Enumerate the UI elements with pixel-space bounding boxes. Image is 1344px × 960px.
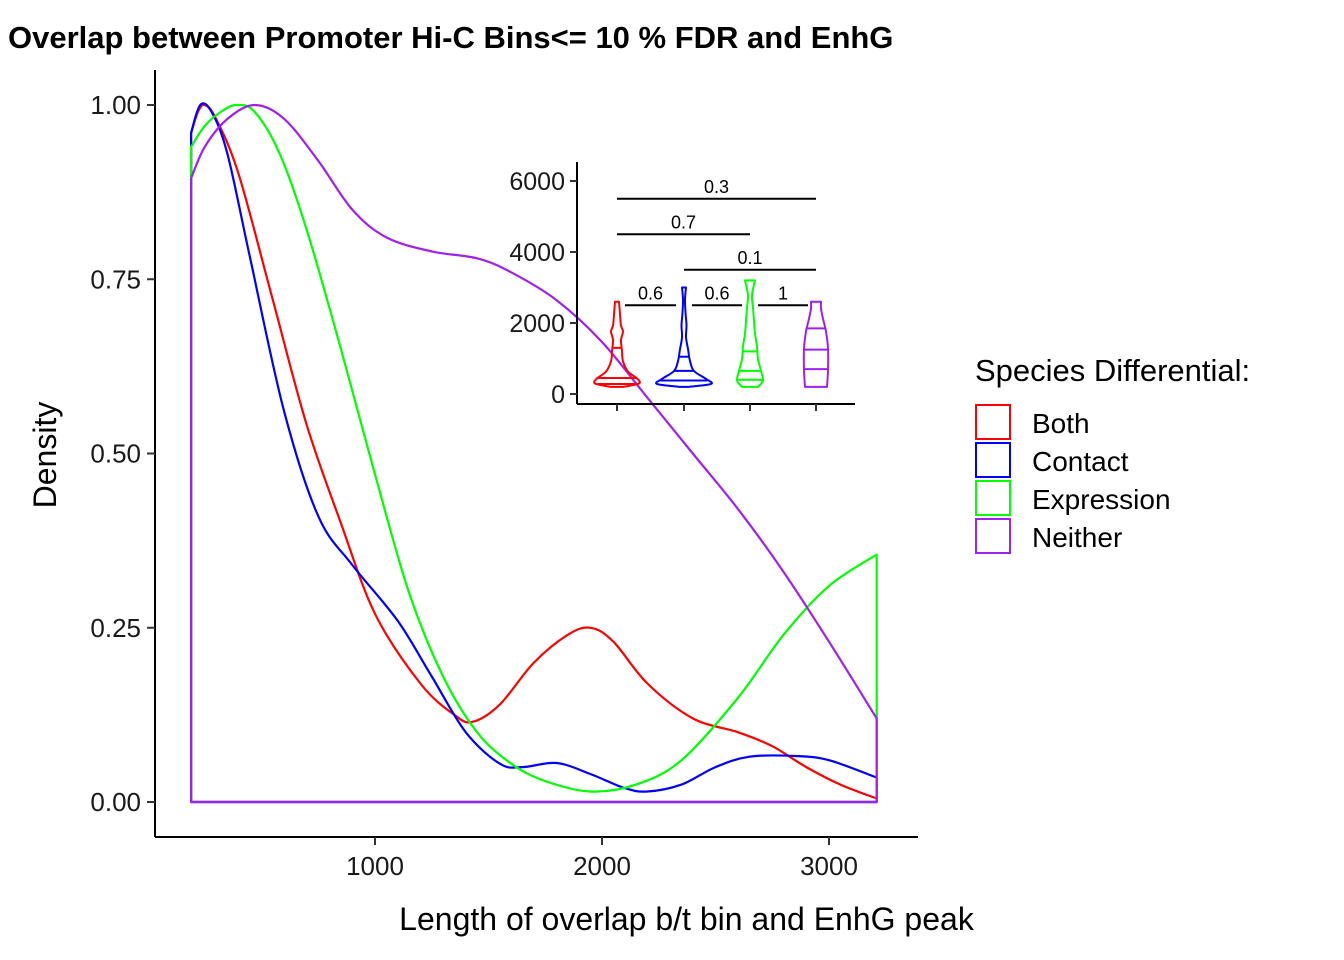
legend-key — [975, 480, 1011, 516]
x-tick-label: 1000 — [346, 851, 404, 881]
violin-expression — [735, 279, 765, 388]
inset-y-tick-label: 4000 — [509, 239, 565, 267]
main-plot: 1000 2000 3000 0.00 0.25 0.50 0.75 1.00 Length o… — [27, 70, 975, 937]
violin-neither — [802, 300, 830, 388]
inset-y-tick-label: 2000 — [509, 310, 565, 338]
y-tick-label: 1.00 — [90, 90, 141, 120]
legend-title: Species Differential: — [975, 353, 1250, 388]
comparison-p-value: 0.7 — [671, 212, 696, 232]
inset-violin-plot: 0 2000 4000 6000 0.3 0.7 0.1 0.6 0.6 1 — [509, 162, 855, 411]
violin-contact — [655, 286, 713, 388]
comparison-p-value: 0.1 — [737, 248, 762, 268]
x-tick-label: 3000 — [800, 851, 858, 881]
legend: Species Differential: Both Contact Expressi… — [975, 353, 1250, 554]
legend-key — [975, 518, 1011, 554]
comparison-p-value: 0.3 — [704, 177, 729, 197]
y-tick-label: 0.25 — [90, 613, 141, 643]
y-tick-label: 0.00 — [90, 787, 141, 817]
inset-y-tick-label: 0 — [551, 381, 565, 409]
chart-title: Overlap between Promoter Hi-C Bins<= 10 … — [8, 20, 893, 55]
violin-both — [593, 300, 641, 388]
density-curve-both — [190, 103, 878, 804]
y-tick-label: 0.75 — [90, 264, 141, 294]
density-curve-contact — [190, 102, 878, 804]
y-axis-title: Density — [27, 402, 63, 509]
y-tick-label: 0.50 — [90, 439, 141, 469]
comparison-p-value: 1 — [778, 283, 788, 303]
legend-key — [975, 404, 1011, 440]
density-curve-expression — [190, 103, 878, 804]
x-tick-label: 2000 — [573, 851, 631, 881]
comparison-p-value: 0.6 — [704, 283, 729, 303]
comparison-p-value: 0.6 — [638, 283, 663, 303]
legend-label: Expression — [1032, 484, 1171, 515]
legend-item-contact: Contact — [975, 442, 1129, 478]
legend-item-both: Both — [975, 404, 1090, 440]
x-axis-title: Length of overlap b/t bin and EnhG peak — [399, 901, 975, 937]
density-curve-neither — [190, 103, 878, 804]
inset-y-tick-label: 6000 — [509, 168, 565, 196]
legend-item-expression: Expression — [975, 480, 1171, 516]
legend-label: Neither — [1032, 522, 1122, 553]
legend-label: Both — [1032, 408, 1090, 439]
legend-key — [975, 442, 1011, 478]
legend-label: Contact — [1032, 446, 1129, 477]
legend-item-neither: Neither — [975, 518, 1122, 554]
